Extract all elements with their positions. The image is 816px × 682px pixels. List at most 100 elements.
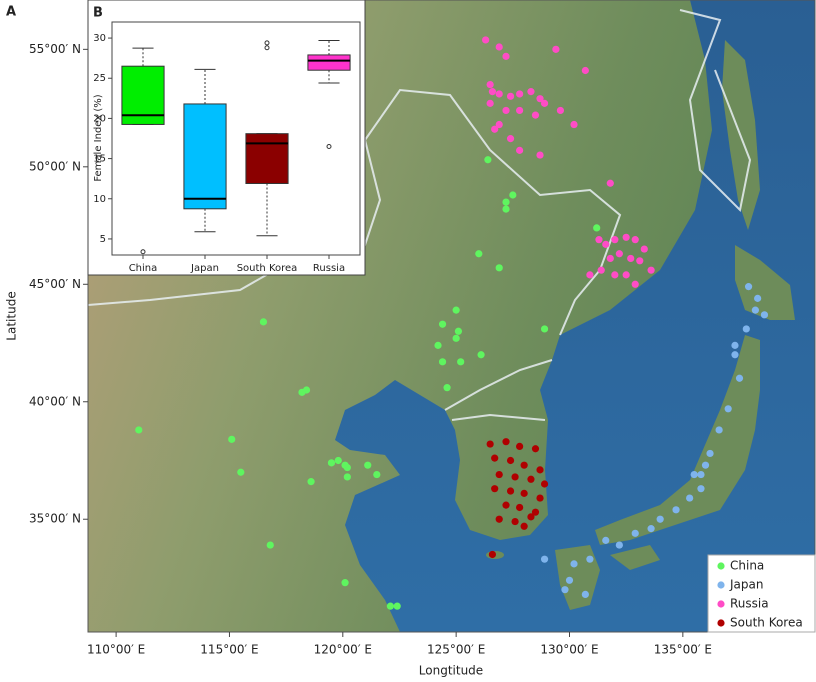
y-tick-label: 55°00′ N xyxy=(29,42,81,56)
map-point xyxy=(477,351,485,359)
map-point xyxy=(484,156,492,164)
map-point xyxy=(595,236,603,244)
box xyxy=(245,133,289,184)
map-point xyxy=(452,306,460,314)
map-point xyxy=(706,449,714,458)
map-point xyxy=(495,264,503,272)
map-point xyxy=(724,405,732,413)
map-point xyxy=(751,306,759,314)
legend-marker xyxy=(717,562,725,570)
y-tick-label: 20 xyxy=(93,113,106,124)
map-point xyxy=(454,327,463,335)
map-point xyxy=(622,271,630,279)
map-point xyxy=(506,487,515,495)
map-point xyxy=(486,440,494,448)
map-point xyxy=(228,435,236,443)
map-point xyxy=(536,466,544,474)
map-point xyxy=(731,351,739,359)
map-point xyxy=(597,266,605,274)
map-point xyxy=(611,271,619,279)
map-point xyxy=(611,236,619,244)
legend-label: Japan xyxy=(729,578,763,592)
map-point xyxy=(506,456,515,465)
map-point xyxy=(434,341,442,349)
map-point xyxy=(506,92,515,100)
map-point xyxy=(672,506,680,514)
map-point xyxy=(438,358,447,366)
x-tick-label: 125°00′ E xyxy=(427,643,485,657)
map-point xyxy=(495,43,503,51)
map-point xyxy=(488,88,497,96)
map-point xyxy=(602,536,610,544)
map-point xyxy=(656,515,664,523)
map-point xyxy=(135,426,143,434)
map-point xyxy=(647,525,655,533)
map-point xyxy=(570,560,578,568)
x-tick-label: 130°00′ E xyxy=(540,643,598,657)
outlier xyxy=(264,40,270,46)
map-point xyxy=(697,470,705,479)
map-point xyxy=(516,90,524,98)
y-tick-label: 45°00′ N xyxy=(29,277,81,291)
x-axis-label: Longtitude xyxy=(419,664,483,678)
x-tick-label: Russia xyxy=(313,263,345,274)
map-point xyxy=(343,473,351,481)
map-point xyxy=(488,550,497,559)
y-tick-label: 50°00′ N xyxy=(29,159,81,173)
map-point xyxy=(581,590,589,599)
x-tick-label: 110°00′ E xyxy=(87,643,145,657)
map-point xyxy=(527,475,535,483)
map-point xyxy=(627,254,635,263)
map-point xyxy=(373,470,381,479)
map-point xyxy=(593,224,601,232)
map-point xyxy=(502,198,510,206)
box xyxy=(183,103,227,210)
map-point xyxy=(452,334,460,342)
y-tick-label: 25 xyxy=(93,73,106,84)
map-point xyxy=(486,99,494,107)
map-point xyxy=(606,254,614,263)
map-point xyxy=(516,146,524,154)
x-tick-label: 115°00′ E xyxy=(200,643,258,657)
map-point xyxy=(531,508,540,516)
x-tick-label: 135°00′ E xyxy=(654,643,712,657)
map-point xyxy=(622,233,630,241)
map-point xyxy=(516,106,524,115)
map-point xyxy=(527,88,535,96)
map-points xyxy=(135,36,769,610)
map-point xyxy=(509,191,517,199)
map-point xyxy=(701,461,710,469)
map-point xyxy=(502,438,510,446)
map-point xyxy=(640,245,648,253)
map-point xyxy=(443,384,451,392)
map-point xyxy=(581,66,589,75)
map-point xyxy=(647,266,655,274)
map-point xyxy=(298,388,306,396)
x-tick-label: Japan xyxy=(190,263,219,274)
map-point xyxy=(495,515,503,523)
map-point xyxy=(502,501,510,509)
map-point xyxy=(502,205,510,213)
map-point xyxy=(615,250,623,258)
map-point xyxy=(586,271,594,279)
map-point xyxy=(744,283,753,291)
map-point xyxy=(393,602,401,610)
map-point xyxy=(636,257,644,265)
x-tick-label: 120°00′ E xyxy=(314,643,372,657)
map-point xyxy=(491,125,499,133)
map-point xyxy=(531,111,540,119)
map-point xyxy=(482,36,490,44)
map-point xyxy=(735,374,744,382)
map-point xyxy=(259,318,268,326)
legend-label: China xyxy=(730,559,764,573)
y-tick-label: 5 xyxy=(100,234,106,245)
map-point xyxy=(536,95,544,103)
map-point xyxy=(540,99,549,107)
legend-marker xyxy=(717,581,725,589)
box xyxy=(307,54,351,71)
y-axis-label: Latitude xyxy=(5,291,19,340)
map-point xyxy=(697,485,705,493)
outlier xyxy=(326,144,332,150)
map-point xyxy=(552,45,560,53)
map-point xyxy=(266,541,274,549)
